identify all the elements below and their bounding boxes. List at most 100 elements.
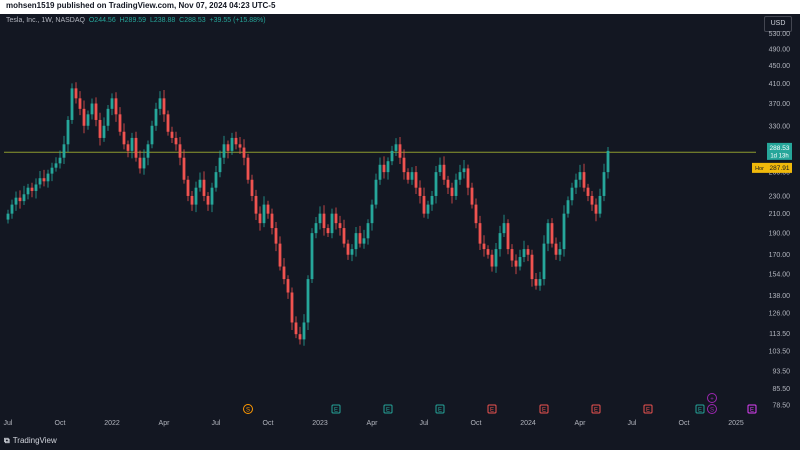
candle-body — [6, 213, 10, 220]
candle-body — [206, 195, 210, 205]
candle-body — [194, 187, 198, 205]
candle-body — [226, 144, 230, 151]
x-tick-label: 2022 — [104, 420, 120, 427]
candle-body — [278, 243, 282, 267]
candle-body — [294, 322, 298, 335]
candle-body — [562, 213, 566, 250]
candle-body — [374, 179, 378, 205]
candle-body — [214, 172, 218, 188]
candle-body — [94, 103, 98, 120]
candle-body — [174, 137, 178, 145]
candle-body — [90, 103, 94, 115]
candle-body — [166, 114, 170, 132]
candle-body — [334, 213, 338, 224]
candle-body — [354, 233, 358, 250]
candle-body — [358, 233, 362, 244]
candle-body — [238, 144, 242, 148]
candle-body — [74, 88, 78, 99]
candle-body — [542, 243, 546, 280]
y-tick-label: 230.00 — [769, 193, 791, 200]
candle-body — [538, 279, 542, 286]
candle-body — [442, 164, 446, 180]
candle-body — [110, 98, 114, 109]
candle-body — [566, 200, 570, 214]
candle-body — [10, 204, 14, 214]
publish-banner: mohsen1519 published on TradingView.com,… — [0, 0, 800, 14]
earnings-marker-icon — [383, 404, 393, 414]
candle-body — [534, 279, 538, 286]
candle-body — [138, 157, 142, 169]
events-layer: S E E E E E E E E S + E — [243, 393, 757, 414]
split-marker-icon — [707, 404, 717, 414]
event-symbol: E — [594, 407, 598, 413]
candle-body — [434, 172, 438, 196]
symbol-name: Tesla, Inc., 1W, NASDAQ — [6, 17, 85, 24]
publish-text: mohsen1519 published on TradingView.com,… — [6, 1, 276, 10]
y-tick-label: 138.00 — [769, 293, 791, 300]
candle-body — [478, 223, 482, 244]
earnings-marker-icon — [435, 404, 445, 414]
tradingview-footer[interactable]: ⧉ TradingView — [4, 436, 57, 446]
level-tag-label: Hor — [755, 166, 764, 172]
candle-body — [366, 223, 370, 239]
event-symbol: E — [386, 407, 390, 413]
candle-body — [418, 187, 422, 196]
candle-body — [98, 119, 102, 138]
candle-body — [42, 178, 46, 182]
tradingview-logo-icon: ⧉ — [4, 436, 10, 445]
x-tick-label: Apr — [367, 420, 379, 427]
candle-body — [422, 195, 426, 214]
candle-body — [126, 144, 130, 151]
candle-body — [58, 157, 62, 164]
candle-body — [390, 150, 394, 162]
x-tick-label: Apr — [575, 420, 587, 427]
candle-body — [210, 187, 214, 205]
candle-body — [510, 249, 514, 261]
candle-body — [522, 249, 526, 258]
x-tick-label: 2025 — [728, 420, 744, 427]
candle-body — [190, 195, 194, 205]
candle-body — [186, 179, 190, 196]
candle-body — [526, 249, 530, 255]
level-tag-badge — [752, 162, 767, 173]
candle-body — [410, 172, 414, 180]
candle-body — [222, 144, 226, 158]
candle-body — [570, 187, 574, 201]
candle-body — [402, 157, 406, 173]
candle-body — [602, 172, 606, 196]
x-tick-label: 2024 — [520, 420, 536, 427]
last-price-tag — [767, 142, 792, 160]
y-tick-label: 260.00 — [769, 170, 791, 177]
candle-body — [590, 195, 594, 205]
candle-body — [330, 213, 334, 234]
candle-body — [66, 119, 70, 145]
candle-body — [182, 157, 186, 180]
level-price-label: 287.91 — [770, 165, 790, 172]
y-axis: 78.50 85.50 93.50 103.50 113.50 126.00 138.00 1… — [769, 31, 791, 409]
x-tick-label: 2023 — [312, 420, 328, 427]
candle-body — [170, 131, 174, 138]
candle-body — [306, 279, 310, 323]
candle-body — [394, 144, 398, 151]
currency-button[interactable]: USD — [764, 16, 792, 32]
candle-body — [502, 223, 506, 234]
close-value: C288.53 — [179, 17, 206, 24]
candle-body — [46, 173, 50, 182]
candle-body — [474, 204, 478, 224]
candle-body — [162, 98, 166, 115]
countdown-label: 1d 13h — [770, 153, 788, 159]
y-tick-label: 190.00 — [769, 231, 791, 238]
candle-body — [34, 184, 38, 191]
candle-body — [458, 172, 462, 180]
last-price-label: 288.53 — [770, 145, 790, 152]
candle-body — [254, 195, 258, 214]
y-tick-label: 154.00 — [769, 271, 791, 278]
earnings-marker-icon — [539, 404, 549, 414]
x-tick-label: Jul — [212, 420, 221, 427]
candle-body — [574, 179, 578, 188]
earnings-marker-icon — [695, 404, 705, 414]
candle-body — [438, 164, 442, 173]
candle-body — [218, 157, 222, 173]
